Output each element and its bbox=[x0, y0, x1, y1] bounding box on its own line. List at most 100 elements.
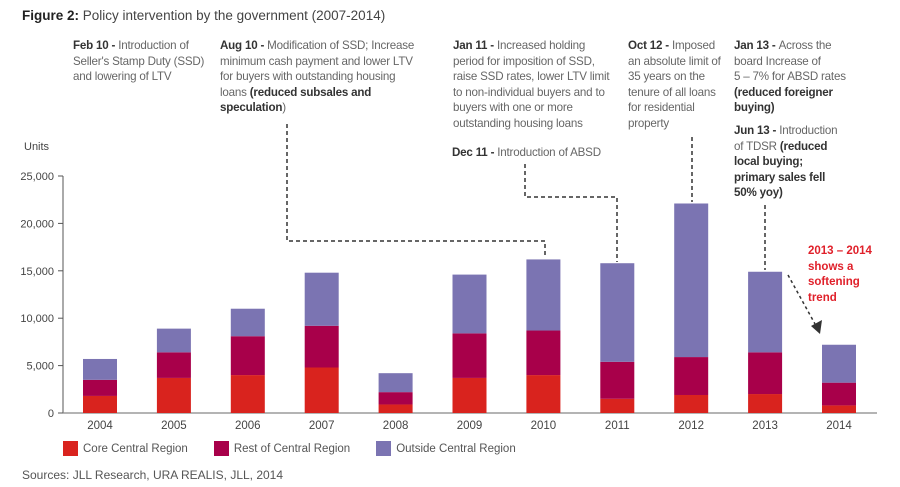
figure-title-text: Policy intervention by the government (2… bbox=[82, 8, 386, 23]
annotation-oct12: Oct 12 - Imposed an absolute limit of 35… bbox=[628, 38, 721, 132]
x-tick-label: 2013 bbox=[752, 420, 778, 432]
bar-segment-rest-of-central-region bbox=[452, 333, 487, 378]
x-tick-label: 2012 bbox=[678, 420, 704, 432]
trend-arrow-line bbox=[787, 274, 816, 325]
annotation-text: Introduction of bbox=[118, 39, 189, 52]
bar-segment-outside-central-region bbox=[674, 203, 709, 358]
annotation-text: outstanding housing loans bbox=[453, 116, 583, 130]
annotation-date: Aug 10 - bbox=[220, 39, 268, 52]
bar-segment-rest-of-central-region bbox=[83, 379, 117, 396]
bar-segment-rest-of-central-region bbox=[378, 392, 413, 405]
figure-label: Figure 2: bbox=[22, 8, 80, 23]
bar-segment-rest-of-central-region bbox=[156, 352, 191, 378]
annotation-jun13: Jun 13 - Introduction of TDSR (reduced l… bbox=[734, 123, 838, 201]
y-tick-labels: 0 5,000 10,000 15,000 20,000 25,000 bbox=[20, 171, 54, 420]
bar-segment-core-central-region bbox=[378, 404, 413, 413]
annotation-emphasis: (reduced bbox=[779, 139, 828, 153]
bar-segment-outside-central-region bbox=[748, 271, 783, 353]
bar-segment-core-central-region bbox=[600, 398, 635, 413]
connector-aug10 bbox=[286, 124, 546, 258]
bar-segment-rest-of-central-region bbox=[230, 336, 265, 376]
bar-stack-2009 bbox=[452, 274, 487, 413]
x-tick-label: 2004 bbox=[87, 420, 113, 432]
y-tick-label: 10,000 bbox=[20, 313, 54, 325]
annotation-date: Jun 13 - bbox=[734, 124, 780, 137]
bar-segment-core-central-region bbox=[230, 375, 265, 413]
annotation-text: raise SSD rates, lower LTV limit bbox=[453, 70, 610, 84]
bar-stack-2006 bbox=[230, 308, 265, 413]
bar-segment-rest-of-central-region bbox=[674, 357, 709, 395]
annotation-text: and lowering of LTV bbox=[73, 70, 172, 84]
bar-stack-2008 bbox=[378, 373, 413, 413]
trend-arrowhead-icon bbox=[811, 320, 822, 334]
y-tick-label: 15,000 bbox=[20, 266, 54, 278]
bar-segment-core-central-region bbox=[304, 367, 339, 413]
trend-text: trend bbox=[808, 291, 837, 304]
annotation-dec11: Dec 11 - Introduction of ABSD bbox=[452, 145, 601, 161]
bar-stack-2010 bbox=[526, 259, 561, 413]
annotation-emphasis: local buying; bbox=[734, 155, 803, 169]
bar-segment-core-central-region bbox=[526, 375, 561, 413]
y-tick-label: 25,000 bbox=[20, 171, 54, 183]
figure-title: Figure 2: Policy intervention by the gov… bbox=[22, 8, 385, 23]
bar-stack-2012 bbox=[674, 203, 709, 413]
annotation-emphasis: (reduced foreigner bbox=[734, 85, 833, 99]
annotation-text: for buyers with outstanding housing bbox=[220, 70, 396, 84]
annotation-text: 35 years on the bbox=[628, 70, 705, 84]
bar-segment-outside-central-region bbox=[526, 259, 561, 331]
x-tick-label: 2005 bbox=[161, 420, 187, 432]
bar-segment-core-central-region bbox=[822, 405, 856, 413]
legend: Core Central Region Rest of Central Regio… bbox=[63, 441, 542, 456]
bar-stack-2004 bbox=[83, 358, 117, 413]
bar-segment-outside-central-region bbox=[304, 272, 339, 326]
legend-swatch bbox=[376, 441, 392, 456]
bar-stack-2014 bbox=[822, 344, 856, 413]
y-tick-label: 5,000 bbox=[26, 361, 54, 373]
bar-segment-outside-central-region bbox=[600, 263, 635, 362]
trend-annotation: 2013 – 2014 shows a softening trend bbox=[808, 244, 872, 306]
annotation-text: Seller's Stamp Duty (SSD) bbox=[73, 54, 205, 68]
x-tick-label: 2006 bbox=[235, 420, 261, 432]
bar-segment-outside-central-region bbox=[452, 274, 487, 334]
bar-segment-outside-central-region bbox=[230, 308, 265, 337]
annotation-date: Feb 10 - bbox=[73, 39, 119, 52]
annotation-text: ) bbox=[282, 101, 286, 115]
annotation-text: an absolute limit of bbox=[628, 54, 721, 68]
bar-segment-core-central-region bbox=[748, 394, 783, 413]
bar-stack-2011 bbox=[600, 263, 635, 413]
annotation-text: Introduction bbox=[779, 124, 838, 137]
annotation-aug10: Aug 10 - Modification of SSD; Increase m… bbox=[220, 38, 414, 116]
bar-stack-2013 bbox=[748, 271, 783, 413]
x-tick-label: 2014 bbox=[826, 420, 852, 432]
bar-segment-outside-central-region bbox=[156, 328, 191, 353]
annotation-text: of TDSR bbox=[734, 139, 780, 153]
annotation-text: for residential bbox=[628, 101, 695, 115]
x-tick-label: 2011 bbox=[605, 420, 630, 432]
source-note: Sources: JLL Research, URA REALIS, JLL, … bbox=[22, 468, 284, 482]
annotation-emphasis: speculation bbox=[220, 101, 283, 115]
annotation-emphasis: primary sales fell bbox=[734, 170, 826, 184]
annotation-text: Modification of SSD; Increase bbox=[267, 39, 415, 52]
annotation-text: tenure of all loans bbox=[628, 85, 716, 99]
legend-swatch bbox=[63, 441, 78, 456]
bar-segment-rest-of-central-region bbox=[526, 330, 561, 376]
bar-segment-core-central-region bbox=[156, 377, 191, 413]
annotation-text: buyers with one or more bbox=[453, 101, 573, 115]
annotation-emphasis: buying) bbox=[734, 101, 775, 115]
annotation-text: minimum cash payment and lower LTV bbox=[220, 54, 413, 68]
trend-text: 2013 – 2014 bbox=[808, 245, 872, 257]
bar-segment-rest-of-central-region bbox=[304, 325, 339, 368]
annotation-text: board Increase of bbox=[734, 54, 821, 68]
y-tick-label: 0 bbox=[48, 408, 54, 420]
legend-label: Rest of Central Region bbox=[233, 442, 351, 455]
legend-swatch bbox=[213, 441, 229, 456]
connector-dec11 bbox=[524, 164, 618, 262]
annotation-date: Dec 11 - bbox=[452, 146, 498, 159]
bar-segment-core-central-region bbox=[83, 395, 117, 413]
x-tick-labels: 2004 2005 2006 2007 2008 2009 2010 2011 2012 2013… bbox=[87, 420, 852, 432]
annotation-emphasis: (reduced subsales and bbox=[249, 85, 372, 99]
annotation-jan13: Jan 13 - Across the board Increase of 5 … bbox=[734, 38, 846, 116]
x-tick-label: 2009 bbox=[457, 420, 483, 432]
bars bbox=[83, 203, 856, 413]
